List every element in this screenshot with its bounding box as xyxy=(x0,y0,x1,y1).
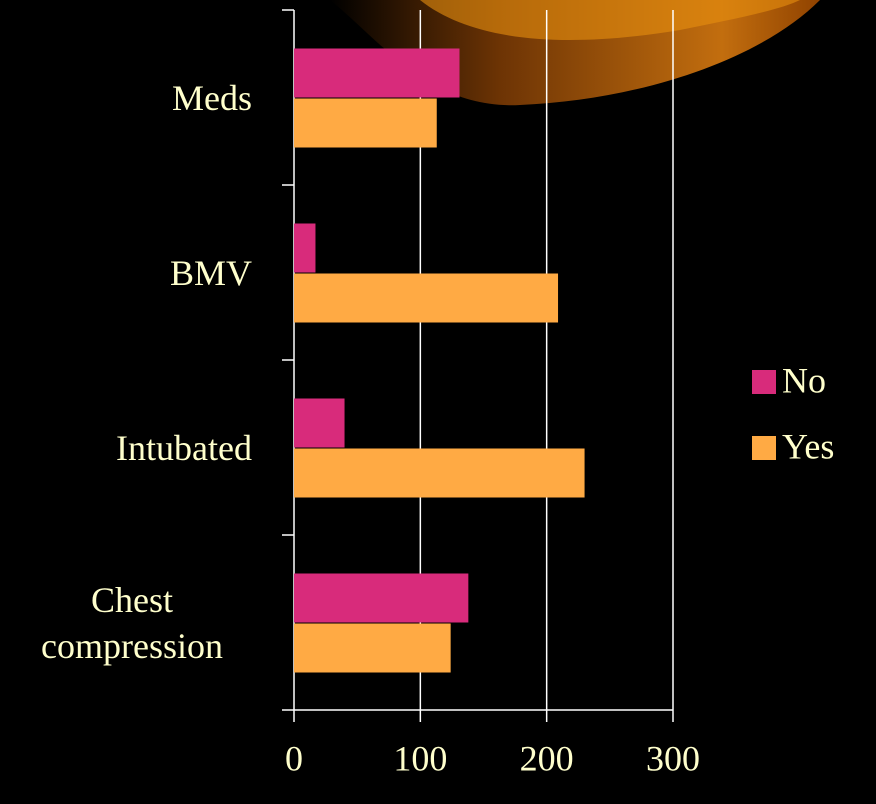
bar xyxy=(294,98,437,148)
x-tick-label: 300 xyxy=(646,738,700,778)
y-tick-label: BMV xyxy=(169,252,252,293)
legend-swatch xyxy=(752,436,776,460)
legend-swatch xyxy=(752,370,776,394)
y-tick-label: Meds xyxy=(172,77,252,118)
category-label-box: Chest compression xyxy=(12,577,252,669)
decoration xyxy=(420,0,800,40)
bar xyxy=(294,48,460,98)
bar xyxy=(294,623,451,673)
y-tick-label: Intubated xyxy=(116,427,252,468)
bar xyxy=(294,398,345,448)
x-tick-label: 0 xyxy=(285,738,303,778)
category-label-box: Meds xyxy=(172,75,252,121)
bar xyxy=(294,573,469,623)
x-tick-label: 200 xyxy=(520,738,574,778)
legend-label: Yes xyxy=(782,426,834,466)
category-label-box: BMV xyxy=(170,250,252,296)
y-tick-label: Chest compression xyxy=(41,579,223,666)
category-label-box: Intubated xyxy=(116,425,252,471)
bar xyxy=(294,448,585,498)
bar xyxy=(294,273,559,323)
legend-label: No xyxy=(782,360,826,400)
x-tick-label: 100 xyxy=(393,738,447,778)
bar xyxy=(294,223,316,273)
